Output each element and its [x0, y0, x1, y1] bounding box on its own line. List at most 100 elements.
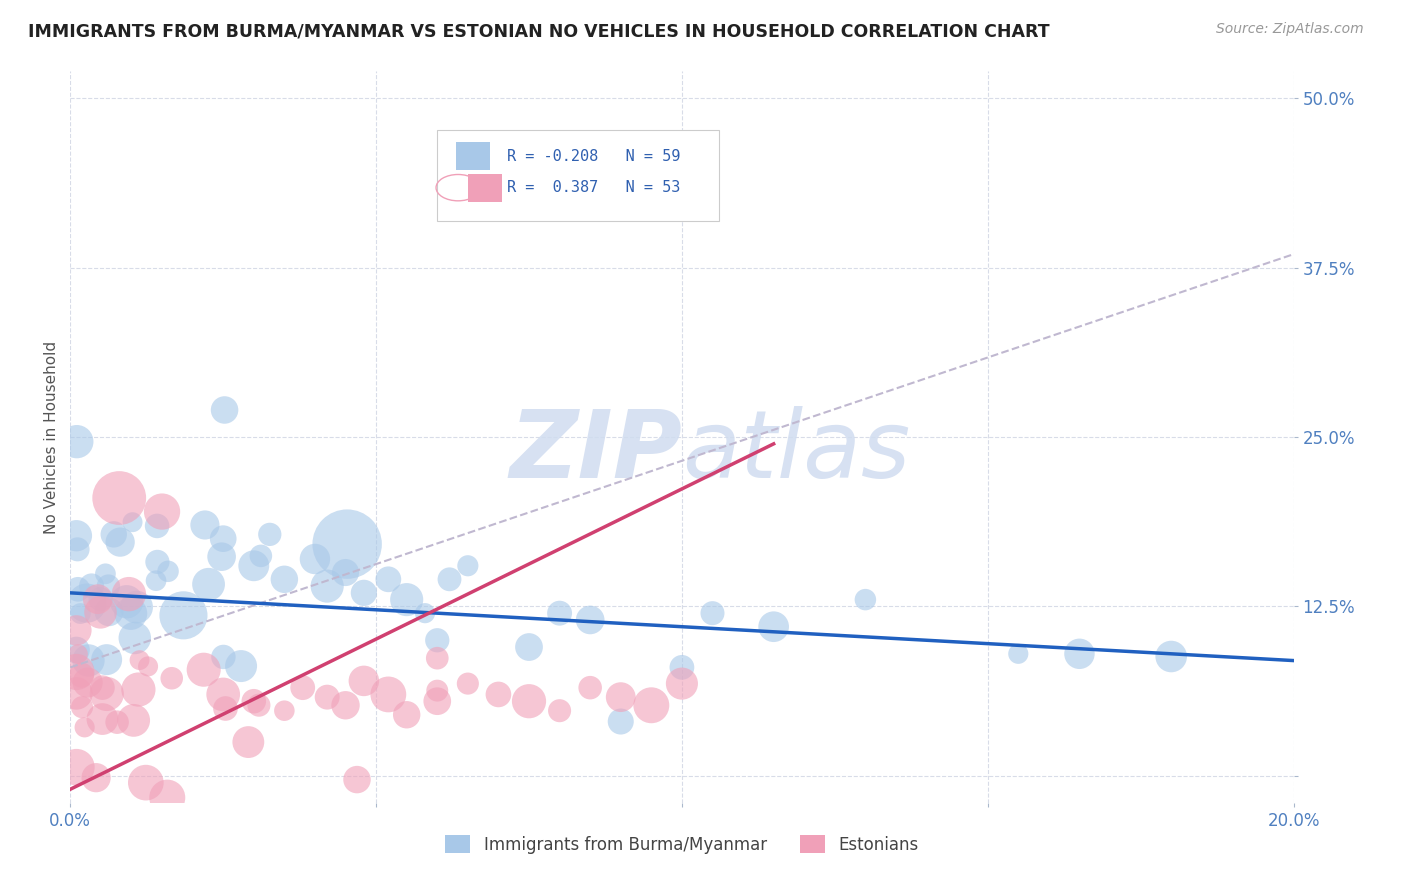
Text: R =  0.387   N = 53: R = 0.387 N = 53: [508, 180, 681, 195]
Point: [96, 687, 118, 701]
Point: [65, 643, 87, 657]
Text: ZIP: ZIP: [509, 406, 682, 498]
Point: [413, 606, 436, 620]
Point: [548, 704, 571, 718]
Point: [316, 579, 339, 593]
Point: [395, 592, 418, 607]
Point: [457, 676, 479, 690]
Point: [66, 582, 89, 597]
Point: [855, 592, 877, 607]
Point: [91, 712, 114, 726]
Point: [1069, 647, 1091, 661]
Legend: Immigrants from Burma/Myanmar, Estonians: Immigrants from Burma/Myanmar, Estonians: [439, 829, 925, 860]
Point: [439, 572, 461, 586]
Point: [121, 515, 143, 529]
Point: [65, 686, 87, 700]
Point: [136, 659, 159, 673]
Point: [91, 681, 114, 695]
Text: atlas: atlas: [682, 406, 910, 497]
Point: [377, 572, 399, 586]
Point: [65, 665, 87, 679]
Point: [135, 775, 157, 789]
Point: [90, 592, 112, 607]
Text: R = -0.208   N = 59: R = -0.208 N = 59: [508, 149, 681, 164]
Point: [426, 694, 449, 708]
Point: [517, 694, 540, 708]
Point: [84, 771, 107, 785]
Point: [193, 663, 215, 677]
Point: [118, 587, 141, 601]
Point: [353, 586, 375, 600]
Point: [70, 668, 93, 682]
Point: [194, 518, 217, 533]
Point: [65, 529, 87, 543]
Point: [108, 491, 131, 505]
Point: [346, 772, 368, 787]
Point: [229, 659, 252, 673]
Point: [671, 660, 693, 674]
Point: [77, 653, 100, 667]
Point: [145, 574, 167, 588]
Point: [80, 579, 103, 593]
Point: [259, 527, 281, 541]
Point: [395, 707, 418, 722]
Point: [124, 631, 146, 645]
Point: [353, 673, 375, 688]
Point: [97, 579, 120, 593]
Point: [579, 681, 602, 695]
Point: [488, 688, 510, 702]
Point: [238, 735, 260, 749]
Point: [640, 698, 662, 713]
Point: [160, 671, 183, 685]
Point: [336, 537, 359, 551]
FancyBboxPatch shape: [437, 130, 718, 221]
Point: [517, 640, 540, 654]
Point: [335, 566, 357, 580]
Point: [610, 714, 633, 729]
Point: [172, 608, 194, 623]
Point: [157, 564, 180, 578]
Point: [122, 714, 145, 728]
Point: [579, 613, 602, 627]
Point: [127, 682, 149, 697]
Point: [212, 688, 235, 702]
Point: [89, 816, 111, 830]
Point: [426, 683, 449, 698]
Point: [457, 558, 479, 573]
FancyBboxPatch shape: [468, 174, 502, 202]
Point: [94, 566, 117, 581]
Point: [426, 633, 449, 648]
Point: [1160, 649, 1182, 664]
Point: [316, 690, 339, 705]
Y-axis label: No Vehicles in Household: No Vehicles in Household: [44, 341, 59, 533]
Point: [70, 700, 93, 714]
Point: [273, 704, 295, 718]
Point: [335, 698, 357, 713]
Point: [762, 620, 785, 634]
Point: [66, 542, 89, 557]
Text: Source: ZipAtlas.com: Source: ZipAtlas.com: [1216, 22, 1364, 37]
Point: [115, 595, 138, 609]
Point: [89, 605, 111, 619]
Point: [66, 434, 89, 449]
Point: [125, 863, 148, 878]
Point: [273, 572, 295, 586]
Point: [671, 676, 693, 690]
Point: [146, 555, 169, 569]
Point: [69, 607, 91, 621]
Point: [610, 690, 633, 705]
Point: [702, 606, 724, 620]
Point: [97, 605, 120, 619]
Point: [66, 647, 89, 661]
Point: [150, 505, 173, 519]
Point: [73, 720, 96, 734]
Point: [243, 694, 266, 708]
Point: [120, 607, 142, 621]
Point: [96, 653, 118, 667]
Text: IMMIGRANTS FROM BURMA/MYANMAR VS ESTONIAN NO VEHICLES IN HOUSEHOLD CORRELATION C: IMMIGRANTS FROM BURMA/MYANMAR VS ESTONIA…: [28, 22, 1050, 40]
Point: [76, 596, 98, 610]
Point: [87, 592, 110, 607]
Point: [76, 675, 98, 690]
Point: [250, 549, 273, 563]
Point: [146, 519, 169, 533]
